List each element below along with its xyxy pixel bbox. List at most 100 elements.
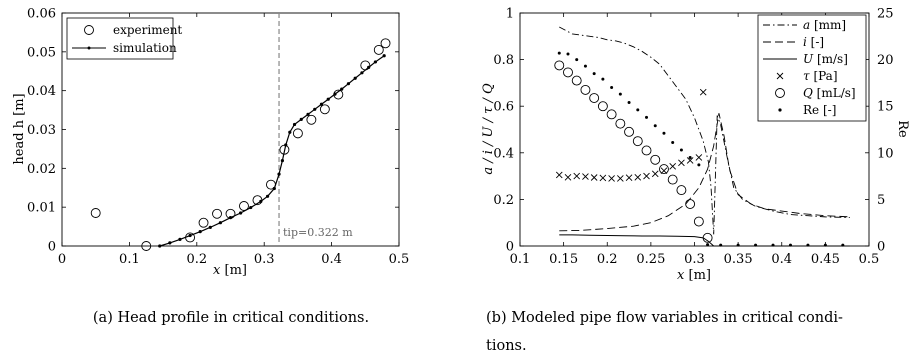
simulation-point: [272, 186, 276, 191]
panel-b-pipe-flow: 0.1 0.15 0.2 0.25 0.3 0.35 0.4 0.45 0.500.20.40.…: [481, 7, 909, 284]
panel-a-legend: experiment simulation: [66, 17, 182, 60]
legend-unit: [mL/s]: [813, 86, 856, 100]
x-tick-label: 0.4: [771, 252, 792, 267]
series-i-line: [559, 113, 850, 232]
experiment-point: [319, 104, 330, 115]
simulation-point: [265, 194, 270, 198]
simulation-point: [340, 87, 344, 91]
panel-b-legend: a [mm]i [-]U [m/s]τ [Pa]Q [mL/s]Re [-]: [757, 14, 867, 122]
panel-a-ticks: 0 0.1 0.2 0.3 0.4 0.5 0 0.01 0.02 0.03 0.04 0.05 0.0…: [27, 7, 409, 268]
tip-label: tip=0.322 m: [283, 226, 353, 239]
series-Re-point: [706, 243, 710, 247]
simulation-point: [280, 158, 284, 163]
panel-b-series: [554, 26, 850, 247]
series-tau-point: [608, 175, 615, 182]
series-Q-point: [563, 67, 573, 78]
simulation-point: [306, 112, 310, 116]
simulation-point: [168, 241, 172, 245]
y2-tick-label: 5: [877, 193, 885, 208]
series-a-line: [559, 26, 850, 235]
series-Re-point: [618, 92, 622, 96]
series-Re-point: [679, 148, 683, 152]
series-Re-point: [697, 163, 701, 167]
y-tick-label: 0.2: [493, 193, 514, 208]
legend-unit: [Pa]: [810, 69, 838, 83]
experiment-point: [212, 208, 222, 219]
y-tick-label: 0.05: [27, 45, 56, 60]
x-tick-label: 0.3: [254, 252, 275, 267]
series-tau-point: [669, 162, 677, 170]
series-Q-point: [702, 232, 713, 243]
series-Q-point: [554, 60, 565, 71]
legend-var: τ: [803, 69, 810, 83]
legend-unit: [mm]: [810, 18, 846, 32]
series-tau-point: [555, 171, 563, 179]
series-Q-point: [606, 109, 617, 120]
legend-experiment-marker: [84, 25, 94, 35]
series-Re-point: [736, 243, 740, 247]
experiment-point: [373, 44, 384, 55]
series-Q-point: [597, 101, 608, 112]
legend-Re-sample: [778, 108, 782, 112]
series-Q-point: [641, 145, 652, 156]
series-Q-point: [667, 174, 678, 185]
series-Re-point: [592, 72, 596, 76]
y2-tick-label: 15: [877, 100, 894, 115]
simulation-point: [218, 221, 222, 225]
series-Q-point: [580, 84, 591, 95]
legend-1-label: i [-]: [803, 35, 824, 49]
y-tick-label: 0: [506, 240, 514, 255]
series-Re-point: [653, 124, 657, 128]
y2-tick-label: 25: [877, 7, 894, 22]
x-tick-label: 0.45: [811, 252, 840, 267]
series-tau-point: [643, 172, 650, 180]
y2-tick-label: 20: [877, 53, 894, 68]
panel-b-x-axis-label: x [m]: [677, 268, 711, 283]
series-tau-point: [617, 175, 624, 182]
series-Re-point: [557, 51, 561, 55]
series-Re-point: [627, 100, 631, 104]
simulation-point: [319, 102, 324, 106]
series-Re-point: [583, 64, 587, 68]
series-tau-point: [634, 173, 642, 181]
series-Re-point: [754, 243, 758, 247]
experiment-point: [141, 241, 152, 251]
x-tick-label: 0.1: [510, 252, 531, 267]
series-Q-point: [650, 154, 661, 165]
legend-5-label: Re [-]: [803, 103, 836, 117]
simulation-point: [277, 172, 281, 176]
panel-b-legend-items: a [mm]i [-]U [m/s]τ [Pa]Q [mL/s]Re [-]: [763, 18, 856, 117]
series-Q-point: [615, 118, 626, 129]
simulation-point: [382, 54, 386, 58]
legend-tau-sample: [776, 72, 784, 80]
series-Re-point: [662, 131, 666, 135]
x-tick-label: 0.5: [859, 252, 880, 267]
series-Re-point: [823, 243, 827, 247]
experiment-point: [380, 38, 391, 49]
simulation-point: [228, 216, 233, 220]
series-Re-point: [610, 86, 614, 90]
simulation-point: [326, 97, 330, 101]
experiment-point: [198, 217, 209, 228]
panel-a-tip-marker: tip=0.322 m: [278, 13, 353, 246]
series-Q-point: [659, 164, 669, 175]
panel-b-legend-box: [757, 14, 867, 122]
experiment-point: [185, 232, 196, 243]
y-tick-label: 0.02: [27, 162, 56, 177]
simulation-point: [239, 211, 243, 215]
series-Re-point: [601, 77, 605, 81]
x-tick-label: 0.2: [597, 252, 618, 267]
series-Q-point: [685, 199, 696, 210]
series-Re-point: [688, 155, 692, 159]
series-Re-point: [566, 52, 570, 56]
series-tau-point: [590, 174, 598, 181]
simulation-point: [208, 225, 212, 229]
legend-var: a: [803, 18, 810, 32]
y-tick-label: 0.04: [27, 84, 56, 99]
legend-0-label: a [mm]: [803, 18, 846, 32]
y-tick-label: 1: [506, 7, 514, 22]
simulation-point: [313, 107, 317, 111]
legend-unit: [m/s]: [813, 52, 848, 66]
caption-b-line2: tions.: [486, 338, 527, 354]
